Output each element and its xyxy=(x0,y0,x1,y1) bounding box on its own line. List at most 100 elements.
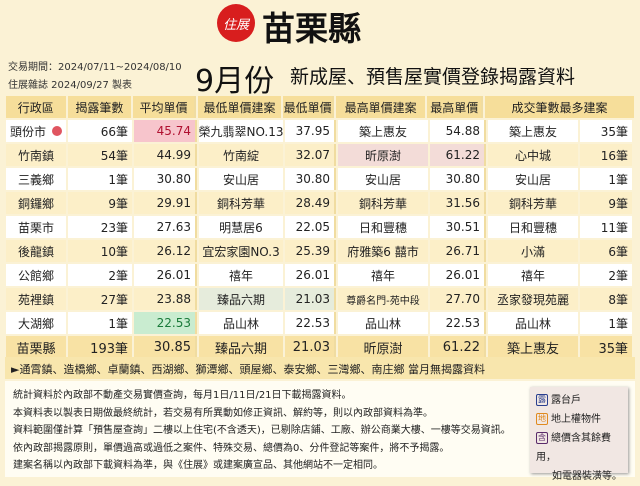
cell: 頭份市 xyxy=(6,120,66,142)
cell: 9筆 xyxy=(580,192,632,214)
cell-text: 2筆 xyxy=(608,268,628,283)
cell: 25.39 xyxy=(285,240,336,262)
cell: 11筆 xyxy=(580,216,632,238)
cell-text: 苗栗市 xyxy=(17,220,54,235)
cell: 臻品六期 xyxy=(199,288,283,310)
cell-text: 26.12 xyxy=(156,244,191,258)
cell: 臻品六期 xyxy=(199,336,283,358)
cell-text: 心中城 xyxy=(514,148,551,163)
table-row: 後龍鎮 10筆 26.12 宜宏家園NO.3 25.39 府雅築6 囍市 26.71 小滿 6筆 xyxy=(5,239,635,263)
cell: 銅科芳華 xyxy=(199,192,283,214)
cell-text: 銅科芳華 xyxy=(508,196,557,211)
cell: 禧年 xyxy=(338,264,428,286)
cell: 30.80 xyxy=(134,168,197,190)
legend-item: 露露台戶 xyxy=(536,391,622,410)
cell: 安山居 xyxy=(488,168,578,190)
includes-fees-tag-icon: 含 xyxy=(536,432,548,444)
cell: 丞家發現苑麗 xyxy=(488,288,578,310)
cell: 苗栗縣 xyxy=(6,336,66,358)
cell: 竹南綻 xyxy=(199,144,283,166)
made-date: 住展雜誌 2024/09/27 製表 xyxy=(8,80,132,91)
total-row: 苗栗縣 193筆 30.85 臻品六期 21.03 昕原澍 61.22 築上惠友… xyxy=(5,335,635,359)
cell: 明慧居6 xyxy=(199,216,283,238)
cell-text: 竹南鎮 xyxy=(17,148,54,163)
header-cell: 揭露筆數 xyxy=(67,96,132,118)
cell: 28.49 xyxy=(285,192,336,214)
note-line: 依內政部揭露原則，單價過高或過低之案件、特殊交易、總價為0、分件登記等案件，將不… xyxy=(13,442,450,454)
cell: 銅鑼鄉 xyxy=(6,192,66,214)
cell-text: 尊爵名門-苑中段 xyxy=(346,295,420,307)
cell-text: 品山林 xyxy=(514,316,551,331)
note-line: 建案名稱以內政部下載資料為準，與《住展》或建案廣宣品、其他網站不一定相同。 xyxy=(13,460,383,471)
month-title: 9月份 xyxy=(195,64,275,99)
cell-text: 品山林 xyxy=(364,316,401,331)
cell-text: 臻品六期 xyxy=(216,292,265,307)
cell: 193筆 xyxy=(68,336,132,358)
cell: 宜宏家園NO.3 xyxy=(199,240,283,262)
header-cell: 平均單價 xyxy=(133,96,196,118)
cell: 1筆 xyxy=(580,312,632,334)
cell-text: 27.70 xyxy=(445,292,480,306)
cell-text: 1筆 xyxy=(608,316,628,331)
cell-text: 禧年 xyxy=(370,268,395,283)
cell-text: 26.01 xyxy=(295,268,330,282)
cell-text: 25.39 xyxy=(295,244,330,258)
cell: 54筆 xyxy=(68,144,132,166)
cell: 8筆 xyxy=(580,288,632,310)
cell-text: 11筆 xyxy=(600,220,628,235)
cell-text: 9筆 xyxy=(108,196,128,211)
cell: 苗栗市 xyxy=(6,216,66,238)
cell-text: 三義鄉 xyxy=(17,172,54,187)
land-rights-tag-icon: 地 xyxy=(536,413,548,425)
cell: 30.85 xyxy=(134,336,197,358)
cell: 築上惠友 xyxy=(488,120,578,142)
cell: 日和豐穗 xyxy=(488,216,578,238)
cell-text: 30.80 xyxy=(156,172,191,186)
cell: 尊爵名門-苑中段 xyxy=(338,288,428,310)
cell: 44.99 xyxy=(134,144,197,166)
cell-text: 1筆 xyxy=(108,172,128,187)
cell: 26.01 xyxy=(285,264,336,286)
cell-text: 昕原澍 xyxy=(364,148,401,163)
cell-text: 22.53 xyxy=(445,316,480,330)
terrace-tag-icon: 露 xyxy=(536,394,548,406)
table-row: 公館鄉 2筆 26.01 禧年 26.01 禧年 26.01 禧年 2筆 xyxy=(5,263,635,287)
cell: 1筆 xyxy=(68,168,132,190)
cell-text: 10筆 xyxy=(100,244,128,259)
brand-logo: 住展 xyxy=(217,4,255,42)
cell: 23筆 xyxy=(68,216,132,238)
cell: 6筆 xyxy=(580,240,632,262)
cell-text: 頭份市 xyxy=(10,124,47,139)
cell: 1筆 xyxy=(68,312,132,334)
cell: 27筆 xyxy=(68,288,132,310)
cell: 45.74 xyxy=(134,120,197,142)
cell: 61.22 xyxy=(430,144,486,166)
cell-text: 31.56 xyxy=(445,196,480,210)
cell-text: 22.53 xyxy=(295,316,330,330)
cell: 公館鄉 xyxy=(6,264,66,286)
cell-text: 28.49 xyxy=(295,196,330,210)
cell: 榮九翡翠NO.13 xyxy=(199,120,283,142)
cell: 銅科芳華 xyxy=(488,192,578,214)
cell-text: 66筆 xyxy=(100,124,128,139)
header-cell: 最低單價建案 xyxy=(197,96,282,118)
cell: 30.80 xyxy=(285,168,336,190)
cell-text: 8筆 xyxy=(608,292,628,307)
page-subtitle: 新成屋、預售屋實價登錄揭露資料 xyxy=(290,66,576,88)
cell-text: 築上惠友 xyxy=(358,124,407,139)
cell: 35筆 xyxy=(580,120,632,142)
cell: 後龍鎮 xyxy=(6,240,66,262)
cell: 昕原澍 xyxy=(338,144,428,166)
table-row: 苑裡鎮 27筆 23.88 臻品六期 21.03 尊爵名門-苑中段 27.70 丞家發現苑麗 8… xyxy=(5,287,635,311)
header-cell: 最高單價建案 xyxy=(335,96,426,118)
cell-text: 小滿 xyxy=(520,244,545,259)
cell-text: 明慧居6 xyxy=(219,220,263,235)
cell-text: 35筆 xyxy=(600,124,628,139)
cell-text: 21.03 xyxy=(295,292,330,306)
cell-text: 銅鑼鄉 xyxy=(17,196,54,211)
legend-item: 地地上權物件 xyxy=(536,410,622,429)
cell-text: 銅科芳華 xyxy=(216,196,265,211)
header-cell: 最高單價 xyxy=(427,96,484,118)
cell-text: 61.22 xyxy=(445,148,480,162)
cell: 築上惠友 xyxy=(338,120,428,142)
